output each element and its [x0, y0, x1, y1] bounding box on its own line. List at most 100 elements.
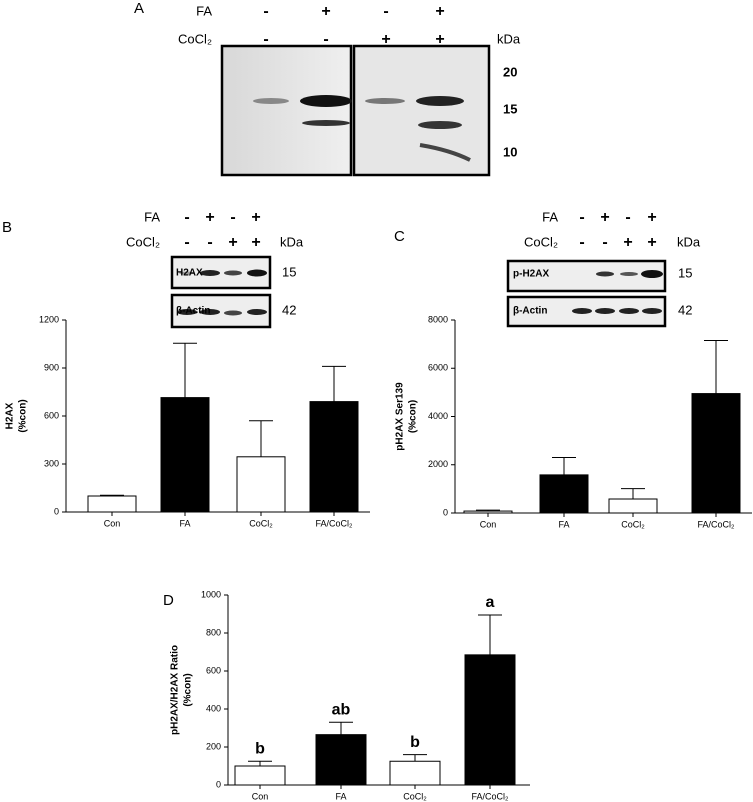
annotation: ab: [332, 702, 351, 719]
row-label: FA: [144, 209, 160, 224]
y-tick-label: 600: [206, 665, 221, 675]
y-axis-label: H2AX: [5, 402, 16, 429]
bar: [234, 765, 286, 786]
x-tick-label: CoCl₂: [621, 519, 645, 529]
marker-label: 15: [503, 101, 517, 116]
bar: [608, 498, 658, 514]
strip-label: β-Actin: [176, 306, 210, 317]
x-tick-label: FA/CoCl₂: [471, 791, 509, 801]
sign: -: [263, 31, 268, 48]
x-tick-label: CoCl₂: [403, 791, 427, 801]
sign: -: [230, 209, 235, 226]
row-label: CoCl₂: [178, 31, 212, 46]
y-axis-label: pH2AX/H2AX Ratio: [170, 645, 181, 735]
bar: [389, 760, 441, 786]
bar: [236, 456, 286, 513]
x-tick-label: FA/CoCl₂: [697, 519, 735, 529]
y-axis-label: (%con): [408, 400, 419, 433]
x-tick-label: CoCl₂: [249, 518, 273, 528]
unit-label: kDa: [280, 234, 304, 249]
row-label: FA: [196, 3, 212, 18]
kda-label: 15: [282, 264, 296, 279]
sign: -: [383, 3, 388, 20]
y-tick-label: 300: [44, 458, 59, 468]
x-tick-label: Con: [252, 791, 269, 801]
sign: +: [435, 31, 444, 48]
panel-label: D: [163, 592, 174, 609]
panel-label: A: [134, 0, 144, 17]
sign: +: [251, 234, 260, 251]
y-tick-label: 200: [206, 741, 221, 751]
row-label: CoCl₂: [126, 234, 160, 249]
panel-label: C: [394, 228, 405, 245]
annotation: b: [410, 734, 420, 751]
sign: +: [205, 209, 214, 226]
x-tick-label: Con: [104, 518, 121, 528]
x-tick-label: Con: [480, 519, 497, 529]
sign: +: [381, 31, 390, 48]
sign: +: [228, 234, 237, 251]
sign: -: [602, 234, 607, 251]
y-tick-label: 4000: [428, 411, 448, 421]
annotation: b: [255, 740, 265, 757]
y-axis-label: (%con): [18, 399, 29, 432]
y-tick-label: 0: [443, 507, 448, 517]
sign: -: [184, 234, 189, 251]
bar: [539, 474, 589, 514]
row-label: FA: [542, 209, 558, 224]
sign: +: [647, 234, 656, 251]
bar: [87, 495, 137, 513]
y-axis-label: pH2AX Ser139: [395, 382, 406, 451]
y-tick-label: 6000: [428, 363, 448, 373]
sign: +: [647, 209, 656, 226]
bar: [309, 401, 359, 513]
bar: [463, 510, 513, 514]
kda-label: 42: [678, 302, 692, 317]
x-tick-label: FA: [558, 519, 569, 529]
strip-b: [170, 255, 272, 329]
y-tick-label: 900: [44, 362, 59, 372]
bar: [691, 393, 741, 514]
annotation: a: [486, 594, 495, 611]
sign: -: [263, 3, 268, 20]
sign: +: [623, 234, 632, 251]
strip-label: β-Actin: [513, 306, 547, 317]
sign: -: [207, 234, 212, 251]
y-tick-label: 400: [206, 703, 221, 713]
unit-label: kDa: [677, 234, 701, 249]
y-tick-label: 800: [206, 627, 221, 637]
sign: +: [321, 3, 330, 20]
y-tick-label: 0: [54, 506, 59, 516]
sign: -: [579, 234, 584, 251]
sign: -: [625, 209, 630, 226]
kda-label: 15: [678, 265, 692, 280]
sign: +: [435, 3, 444, 20]
y-tick-label: 1000: [201, 589, 221, 599]
kda-label: 42: [282, 302, 296, 317]
bar: [160, 397, 210, 513]
y-tick-label: 1200: [39, 314, 59, 324]
sign: -: [579, 209, 584, 226]
sign: -: [323, 31, 328, 48]
y-tick-label: 2000: [428, 459, 448, 469]
x-tick-label: FA: [179, 518, 190, 528]
marker-label: 20: [503, 64, 517, 79]
y-tick-label: 600: [44, 410, 59, 420]
marker-label: 10: [503, 144, 517, 159]
strip-label: H2AX: [176, 268, 203, 279]
unit-label: kDa: [497, 31, 521, 46]
row-label: CoCl₂: [524, 234, 558, 249]
x-tick-label: FA/CoCl₂: [315, 518, 353, 528]
x-tick-label: FA: [335, 791, 346, 801]
bar: [464, 654, 516, 786]
bar: [315, 734, 367, 786]
strip-c: [506, 259, 667, 328]
strip-label: p-H2AX: [513, 269, 549, 280]
sign: -: [184, 209, 189, 226]
gel-a: [220, 44, 491, 177]
sign: +: [600, 209, 609, 226]
y-tick-label: 8000: [428, 314, 448, 324]
sign: +: [251, 209, 260, 226]
y-axis-label: (%con): [183, 673, 194, 706]
